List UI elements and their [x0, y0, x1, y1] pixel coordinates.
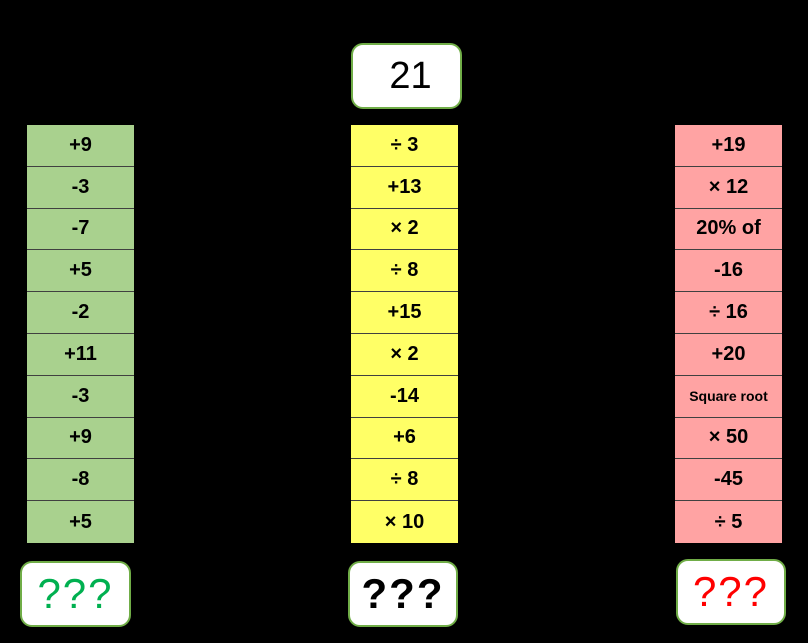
hard-operation-cell: × 12 [675, 166, 782, 209]
hard-operation-cell: ÷ 16 [675, 292, 782, 334]
medium-operation-cell: ÷ 8 [351, 459, 458, 502]
easy-answer: ??? [37, 570, 114, 617]
start-number-box: 21 [351, 43, 462, 109]
hard-operation-cell: -45 [675, 459, 782, 502]
medium-column: ÷ 3 +13 × 2 ÷ 8 +15 × 2 -14 +6 ÷ 8 × 10 [351, 125, 458, 543]
medium-answer-box: ??? [348, 561, 458, 627]
easy-operation-cell: +5 [27, 501, 134, 543]
hard-operation-cell: +19 [675, 125, 782, 167]
easy-operation-cell: -7 [27, 208, 134, 251]
easy-operation-cell: -8 [27, 459, 134, 502]
easy-operation-cell: -2 [27, 292, 134, 334]
easy-operation-cell: +9 [27, 125, 134, 167]
easy-operation-cell: +5 [27, 250, 134, 293]
hard-answer-box: ??? [676, 559, 786, 625]
easy-answer-box: ??? [20, 561, 131, 627]
hard-operation-cell: × 50 [675, 417, 782, 460]
easy-operation-cell: -3 [27, 375, 134, 418]
medium-operation-cell: ÷ 3 [351, 125, 458, 167]
medium-operation-cell: +15 [351, 292, 458, 334]
easy-operation-cell: -3 [27, 166, 134, 209]
medium-operation-cell: -14 [351, 375, 458, 418]
hard-answer: ??? [692, 568, 770, 615]
hard-operation-cell: +20 [675, 333, 782, 376]
start-number: 21 [389, 54, 432, 97]
hard-operation-cell: Square root [675, 375, 782, 418]
hard-operation-cell: ÷ 5 [675, 501, 782, 543]
hard-operation-cell: 20% of [675, 208, 782, 251]
medium-answer: ??? [361, 570, 445, 617]
medium-operation-cell: × 2 [351, 208, 458, 251]
hard-column: +19 × 12 20% of -16 ÷ 16 +20 Square root × 50 -4… [675, 125, 782, 543]
medium-operation-cell: +13 [351, 166, 458, 209]
hard-operation-cell: -16 [675, 250, 782, 293]
medium-operation-cell: × 2 [351, 333, 458, 376]
easy-column: +9 -3 -7 +5 -2 +11 -3 +9 -8 +5 [27, 125, 134, 543]
medium-operation-cell: × 10 [351, 501, 458, 543]
easy-operation-cell: +9 [27, 417, 134, 460]
medium-operation-cell: ÷ 8 [351, 250, 458, 293]
medium-operation-cell: +6 [351, 417, 458, 460]
easy-operation-cell: +11 [27, 333, 134, 376]
